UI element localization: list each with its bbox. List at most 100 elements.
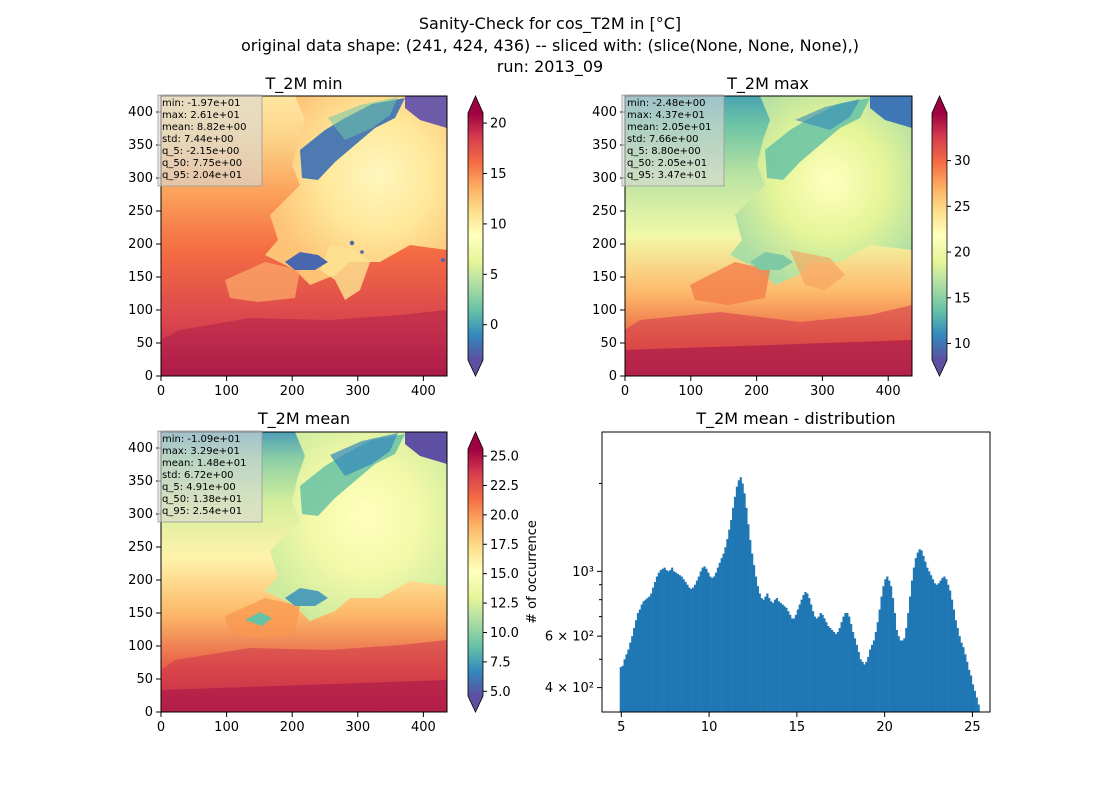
histogram-bar [634,620,638,712]
histogram-bar [711,577,714,712]
histogram-bar [815,618,818,712]
histogram-bar [768,598,771,712]
histogram-bar [960,642,963,712]
histogram-bar [633,627,636,712]
histogram-bar [857,651,860,712]
histogram-bar [861,661,864,712]
histogram-bar [781,604,784,712]
svg-text:250: 250 [128,204,153,219]
colorbar-tick-label-max: 30 [954,154,971,169]
histogram-bar [686,584,689,712]
histogram-bar [653,581,657,712]
histogram-bar [629,642,632,712]
histogram-bar [800,599,803,712]
stat-min-q50: q_50: 7.75e+00 [162,158,242,169]
histogram-x-tick-label: 25 [964,720,981,735]
histogram-bar [709,576,712,712]
histogram-bar [722,553,725,712]
colorbar-tick-label-min: 10 [490,217,507,232]
colorbar-max: 10 15 20 25 30 [931,95,971,377]
svg-text:50: 50 [136,336,153,351]
histogram-bar [737,480,740,712]
axes-frame-distribution [601,431,991,713]
stat-mean-q95: q_95: 2.54e+01 [162,506,242,517]
stat-min-q95: q_95: 2.04e+01 [162,170,242,181]
histogram-bar [636,613,640,712]
histogram-bar [973,690,976,712]
axes-frame-max [624,95,913,377]
histogram-bar [882,586,885,712]
histogram-bar [827,626,830,712]
histogram-bar [962,647,965,712]
stat-mean-q50: q_50: 1.38e+01 [162,494,242,505]
histogram-bar [703,566,706,712]
svg-text:200: 200 [280,384,305,399]
histogram-bar [977,704,980,712]
svg-text:0: 0 [621,384,629,399]
histogram-bar [838,627,841,712]
histogram-bar [733,496,737,712]
svg-text:200: 200 [128,573,153,588]
histogram-bar [836,632,839,712]
histogram-bar [952,609,956,712]
histogram-bar [964,654,967,712]
colorbar-tick-label-mean: 12.5 [490,597,519,612]
histogram-x-tick-label: 20 [876,720,893,735]
histogram-bar [863,664,866,712]
histogram-bar [804,591,807,712]
histogram-bar [886,576,889,712]
colorbar-tick-label-mean: 7.5 [490,655,511,670]
histogram-bar [724,547,727,712]
histogram-bar [813,616,817,712]
histogram-bar [949,590,952,712]
svg-text:350: 350 [128,474,153,489]
histogram-bar [888,580,891,712]
histogram-bar [779,602,782,712]
stat-mean-std: std: 6.72e+00 [162,470,234,481]
histogram-bar [914,558,917,712]
stat-max-max: max: 4.37e+01 [627,110,705,121]
histogram-bar [850,624,853,712]
suptitle-line-2: original data shape: (241, 424, 436) -- … [241,36,859,55]
stat-max-std: std: 7.66e+00 [627,134,699,145]
colorbar-tick-label-mean: 25.0 [490,450,519,465]
histogram-bar [631,636,634,712]
axes-frame-mean [160,431,448,713]
histogram-bar [905,627,908,712]
histogram-bar [741,483,744,712]
x-ticks-max: 0 100 200 300 400 [621,376,901,399]
histogram-bar [625,654,628,712]
x-ticks-mean: 0 100 200 300 400 [157,712,436,735]
histogram-bar [705,568,708,712]
colorbar-tick-label-min: 15 [490,167,507,182]
histogram-bar [929,575,933,712]
histogram-bar [931,579,935,712]
histogram-bar [745,507,748,712]
histogram-bar [971,684,975,712]
svg-text:150: 150 [128,270,153,285]
histogram-bar [673,571,676,712]
histogram-bar [754,576,758,712]
stat-min-std: std: 7.44e+00 [162,134,234,145]
histogram-bar [758,593,761,712]
colorbar-tick-label-max: 20 [954,246,971,261]
histogram-bar [680,576,683,712]
svg-text:400: 400 [411,720,436,735]
stat-mean-max: max: 3.29e+01 [162,446,240,457]
histogram-bar [735,486,739,712]
histogram-bar [848,616,851,712]
histogram-bar [619,667,622,712]
histogram-bar [855,644,858,712]
histogram-bar [770,601,773,712]
panel-title-min: T_2M min [264,74,342,94]
histogram-bar [859,659,862,712]
svg-text:250: 250 [128,540,153,555]
panel-t2m-max: T_2M max 0 100 200 300 400 [592,74,970,399]
svg-text:100: 100 [128,639,153,654]
histogram-bar [869,649,872,712]
histogram-bar [920,550,923,712]
histogram-bar [752,565,756,712]
histogram-bar [945,579,948,712]
histogram-bar [791,618,794,712]
histogram-bar [958,636,961,712]
